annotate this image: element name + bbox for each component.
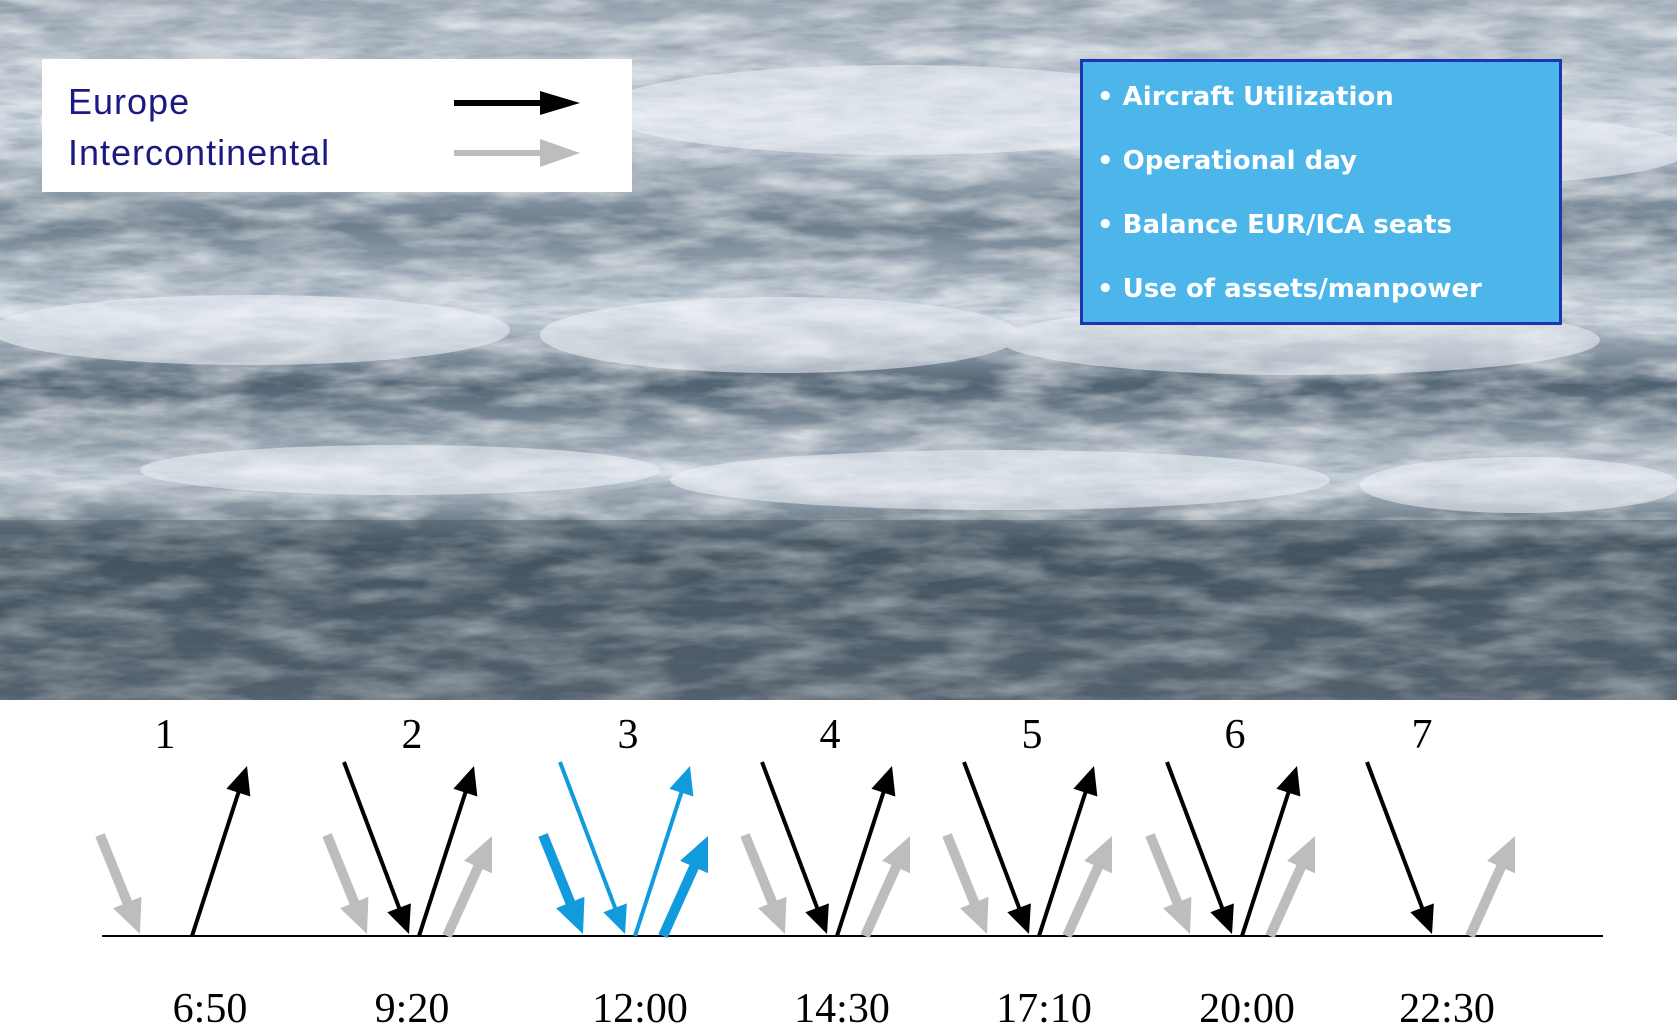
ica-arrival-arrow-icon: [538, 833, 585, 934]
objectives-box: • Aircraft Utilization • Operational day…: [1080, 59, 1562, 325]
bank-number-label: 2: [402, 712, 423, 758]
bank-structure-diagram: 1 6:50 2 9:20 3 12:00 4 14:30 5 17:10 6 20:00 7 22:30: [95, 712, 1603, 1028]
europe-arrival-arrow-icon: [962, 761, 1031, 934]
europe-arrival-arrow-icon: [558, 761, 627, 934]
europe-arrival-arrow-icon: [342, 761, 411, 934]
ica-arrival-arrow-icon: [942, 833, 989, 934]
objective-item: • Aircraft Utilization: [1097, 82, 1394, 112]
objective-item: • Balance EUR/ICA seats: [1097, 210, 1452, 240]
bank-time-label: 6:50: [173, 986, 248, 1028]
europe-arrival-arrow-icon: [1365, 761, 1434, 934]
legend: Europe Intercontinental: [42, 59, 632, 192]
bank-number-label: 3: [618, 712, 639, 758]
ica-departure-arrow-icon: [1465, 836, 1515, 939]
bank-number-label: 5: [1022, 712, 1043, 758]
ica-departure-arrow-icon: [658, 836, 708, 939]
bank-time-label: 20:00: [1199, 986, 1295, 1028]
ica-departure-arrow-icon: [442, 836, 492, 939]
europe-departure-arrow-icon: [190, 766, 251, 937]
ica-departure-arrow-icon: [1265, 836, 1315, 939]
bank-time-label: 9:20: [375, 986, 450, 1028]
europe-departure-arrow-icon: [835, 766, 896, 937]
ica-departure-arrow-icon: [1062, 836, 1112, 939]
legend-intercontinental-arrow-icon: [454, 139, 580, 167]
europe-departure-arrow-icon: [417, 766, 478, 937]
bank-time-label: 17:10: [996, 986, 1092, 1028]
bank-number-label: 6: [1225, 712, 1246, 758]
europe-departure-arrow-icon: [1240, 766, 1301, 937]
objective-item: • Operational day: [1097, 146, 1357, 176]
europe-departure-arrow-icon: [633, 766, 694, 937]
legend-europe-label: Europe: [68, 81, 191, 122]
europe-arrival-arrow-icon: [1165, 761, 1234, 934]
ica-arrival-arrow-icon: [1145, 833, 1192, 934]
legend-intercontinental-label: Intercontinental: [68, 132, 331, 173]
objective-item: • Use of assets/manpower: [1097, 274, 1482, 304]
ica-departure-arrow-icon: [860, 836, 910, 939]
bank-time-label: 14:30: [794, 986, 890, 1028]
bank-time-label: 22:30: [1399, 986, 1495, 1028]
bank-number-label: 4: [820, 712, 841, 758]
ica-arrival-arrow-icon: [95, 833, 142, 934]
ica-arrival-arrow-icon: [740, 833, 787, 934]
bank-time-label: 12:00: [592, 986, 688, 1028]
europe-departure-arrow-icon: [1037, 766, 1098, 937]
bank-number-label: 1: [155, 712, 176, 758]
legend-europe-arrow-icon: [454, 91, 580, 115]
ica-arrival-arrow-icon: [322, 833, 369, 934]
bank-number-label: 7: [1412, 712, 1433, 758]
europe-arrival-arrow-icon: [760, 761, 829, 934]
